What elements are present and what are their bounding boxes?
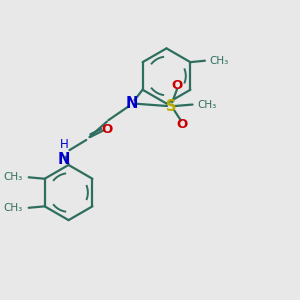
Text: CH₃: CH₃ <box>4 172 23 182</box>
Text: CH₃: CH₃ <box>4 203 23 213</box>
Text: O: O <box>176 118 188 130</box>
Text: S: S <box>166 98 176 113</box>
Text: H: H <box>60 138 69 151</box>
Text: N: N <box>58 152 70 167</box>
Text: CH₃: CH₃ <box>209 56 229 66</box>
Text: CH₃: CH₃ <box>197 100 216 110</box>
Text: N: N <box>125 96 138 111</box>
Text: O: O <box>101 123 113 136</box>
Text: O: O <box>172 79 183 92</box>
